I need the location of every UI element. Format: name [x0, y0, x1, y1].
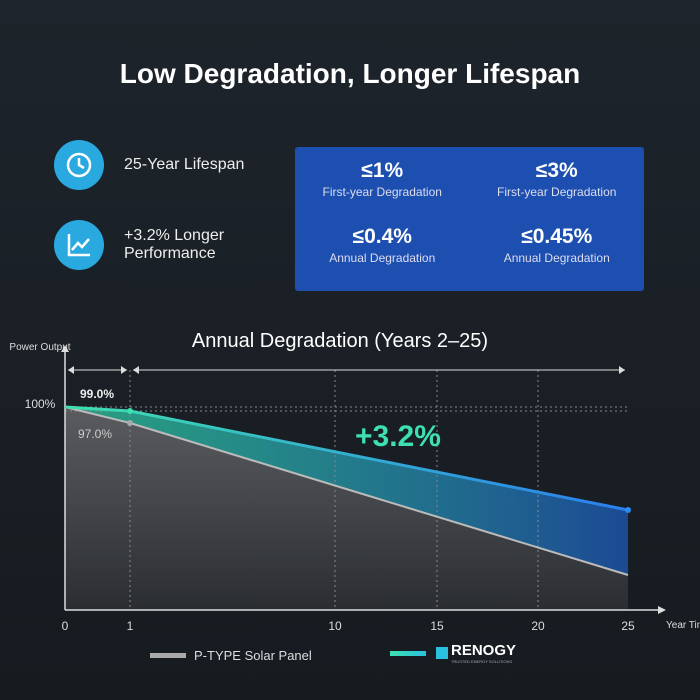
legend-swatch-blue: [390, 650, 426, 656]
renogy-point-1: [127, 408, 133, 414]
chart-up-icon: [54, 220, 104, 270]
stat-cell: ≤3% First-year Degradation: [497, 159, 617, 199]
feature-performance: +3.2% Longer Performance: [54, 220, 264, 270]
annotation-gain: +3.2%: [355, 420, 441, 453]
legend-swatch-gray: [150, 653, 186, 658]
annotation-97: 97.0%: [78, 427, 112, 441]
annotation-99: 99.0%: [80, 387, 114, 401]
x-tick-15: 15: [430, 619, 444, 633]
x-tick-10: 10: [328, 619, 342, 633]
chart-title: Annual Degradation (Years 2–25): [192, 330, 488, 352]
stat-cell: ≤0.4% Annual Degradation: [329, 225, 436, 265]
x-axis-arrow: [658, 606, 666, 614]
range-arrowhead: [133, 366, 139, 374]
clock-icon: [54, 140, 104, 190]
stat-cell: ≤0.45% Annual Degradation: [503, 225, 610, 265]
stats-panel: ≤1% First-year Degradation ≤3% First-year …: [295, 147, 644, 291]
y-axis-arrow: [61, 345, 69, 352]
feature-lifespan: 25-Year Lifespan: [54, 140, 244, 190]
x-tick-25: 25: [621, 619, 635, 633]
page-title: Low Degradation, Longer Lifespan: [119, 58, 581, 89]
x-tick-1: 1: [127, 619, 134, 633]
renogy-logo-icon: [436, 647, 448, 659]
range-arrowhead: [68, 366, 74, 374]
y-tick-100: 100%: [25, 397, 56, 411]
legend-renogy: RENOGY TRUSTED ENERGY SOLUTIONS: [390, 642, 516, 664]
range-arrowhead: [619, 366, 625, 374]
range-arrowhead: [121, 366, 127, 374]
ptype-area: [65, 407, 628, 610]
renogy-point-25: [625, 507, 631, 513]
x-tick-20: 20: [531, 619, 545, 633]
ptype-point-1: [127, 420, 133, 426]
legend-ptype: P-TYPE Solar Panel: [150, 648, 312, 663]
x-axis-label: Year Time: [666, 620, 700, 631]
stat-cell: ≤1% First-year Degradation: [322, 159, 442, 199]
y-axis-label: Power Output: [9, 342, 70, 353]
gain-area: [65, 407, 628, 575]
x-tick-0: 0: [62, 619, 69, 633]
